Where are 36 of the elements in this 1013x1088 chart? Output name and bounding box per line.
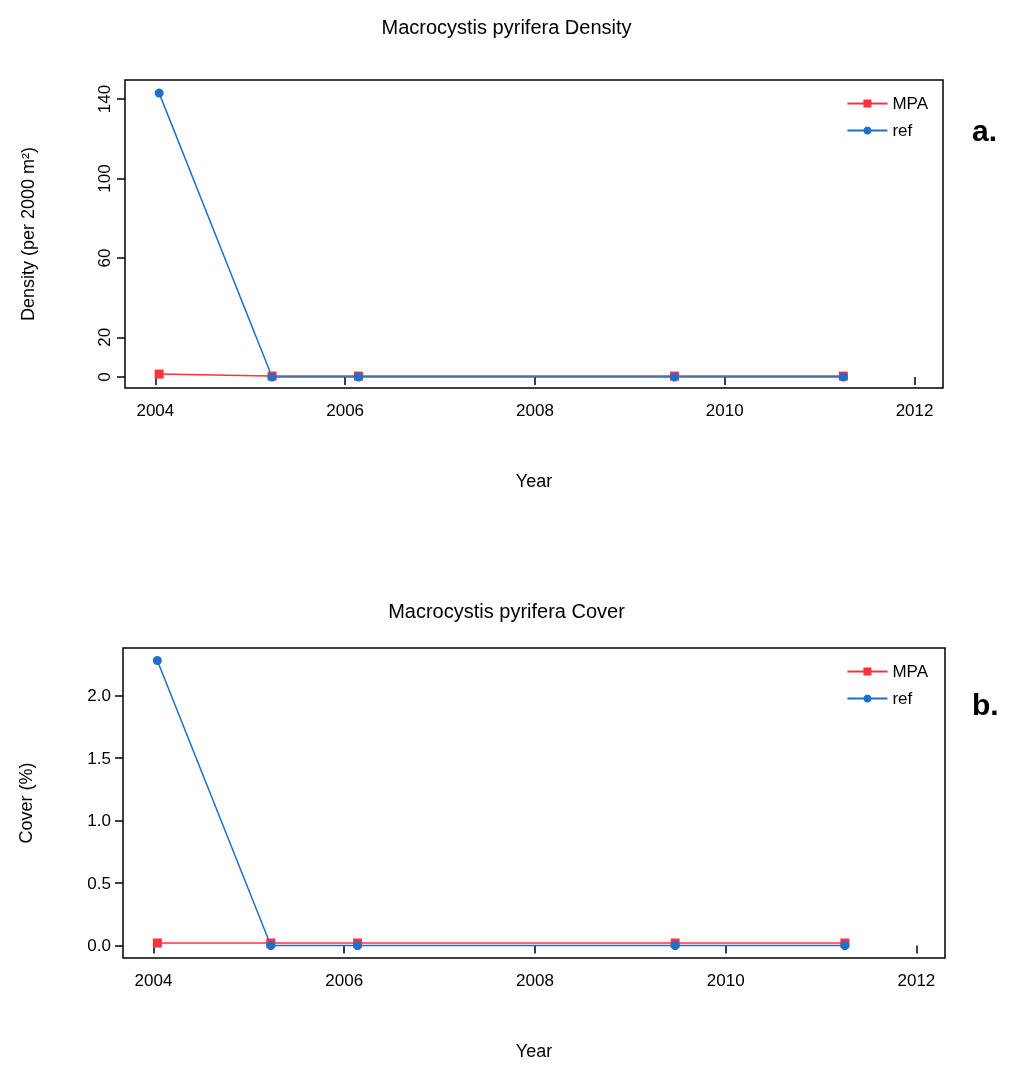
y-tick-label: 60 — [95, 248, 114, 268]
x-axis-title: Year — [515, 471, 553, 491]
text: b. — [972, 687, 999, 721]
y-axis-title: Density (per 2000 m²) — [18, 146, 38, 322]
x-tick-label: 2004 — [136, 401, 175, 420]
point — [154, 88, 164, 98]
y-tick-label: 1.0 — [87, 811, 111, 830]
y-tick-label: 0.5 — [87, 873, 111, 893]
x-tick-label: 2010 — [706, 971, 745, 990]
legend-label: MPA — [892, 94, 929, 113]
y-axis-title: Cover (%) — [16, 762, 36, 844]
point — [152, 656, 162, 665]
x-tick-label: 2004 — [134, 971, 173, 990]
legend-label: MPA — [892, 662, 929, 681]
y-tick-label: 0.0 — [87, 936, 111, 955]
text: a. — [972, 113, 998, 147]
chart-title: Macrocystis pyrifera Density — [381, 16, 632, 38]
x-tick-label: 2012 — [897, 971, 936, 990]
x-tick-label: 2006 — [326, 401, 365, 420]
y-tick-label: 1.5 — [87, 748, 111, 768]
x-tick-label: 2012 — [895, 401, 934, 420]
x-axis-title: Year — [515, 1041, 553, 1061]
x-tick-label: 2008 — [516, 971, 554, 990]
y-tick-label: 100 — [95, 164, 114, 193]
point — [152, 938, 162, 948]
y-tick-label: 2.0 — [87, 686, 111, 705]
y-tick-label: 20 — [95, 327, 114, 347]
x-tick-label: 2010 — [705, 401, 744, 420]
x-tick-label: 2006 — [325, 971, 364, 990]
legend-label: ref — [892, 121, 913, 140]
point — [154, 369, 164, 379]
x-tick-label: 2008 — [516, 401, 554, 420]
y-tick-label: 0 — [95, 372, 114, 382]
y-tick-label: 140 — [95, 84, 114, 114]
chart-title: Macrocystis pyrifera Cover — [388, 600, 626, 622]
legend-label: ref — [892, 689, 913, 708]
